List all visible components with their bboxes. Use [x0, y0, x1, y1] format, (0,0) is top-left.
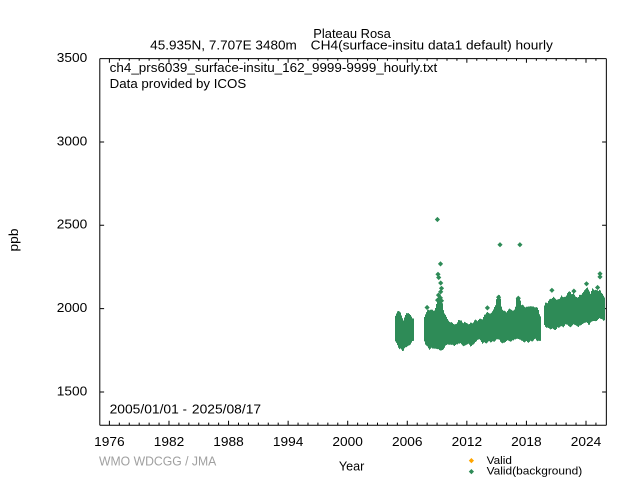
svg-text:2000: 2000 — [332, 435, 363, 449]
svg-text:ch4_prs6039_surface-insitu_162: ch4_prs6039_surface-insitu_162_9999-9999… — [110, 61, 438, 75]
svg-text:1988: 1988 — [213, 435, 244, 449]
svg-text:2018: 2018 — [511, 435, 542, 449]
svg-text:Plateau Rosa: Plateau Rosa — [313, 27, 391, 41]
svg-text:2012: 2012 — [452, 435, 483, 449]
svg-text:1500: 1500 — [57, 384, 88, 398]
svg-text:-: - — [183, 403, 187, 417]
svg-text:3500: 3500 — [57, 51, 88, 65]
svg-text:CH4(surface-insitu data1 defau: CH4(surface-insitu data1 default) hourly — [311, 39, 554, 53]
svg-text:2025/08/17: 2025/08/17 — [192, 403, 261, 417]
svg-text:Valid(background): Valid(background) — [487, 465, 583, 477]
svg-text:ppb: ppb — [7, 229, 21, 252]
svg-text:45.935N, 7.707E 3480m: 45.935N, 7.707E 3480m — [150, 39, 297, 53]
svg-text:Data provided by ICOS: Data provided by ICOS — [110, 77, 247, 91]
svg-text:2000: 2000 — [57, 301, 88, 315]
svg-text:2006: 2006 — [392, 435, 423, 449]
svg-text:1976: 1976 — [94, 435, 125, 449]
svg-text:2024: 2024 — [571, 435, 602, 449]
svg-text:Valid: Valid — [487, 455, 512, 467]
svg-text:1994: 1994 — [273, 435, 304, 449]
svg-text:3000: 3000 — [57, 134, 88, 148]
svg-text:2005/01/01: 2005/01/01 — [110, 403, 179, 417]
svg-text:1982: 1982 — [154, 435, 185, 449]
svg-text:WMO WDCGG / JMA: WMO WDCGG / JMA — [99, 455, 217, 469]
svg-text:2500: 2500 — [57, 218, 88, 232]
svg-text:Year: Year — [339, 459, 364, 473]
